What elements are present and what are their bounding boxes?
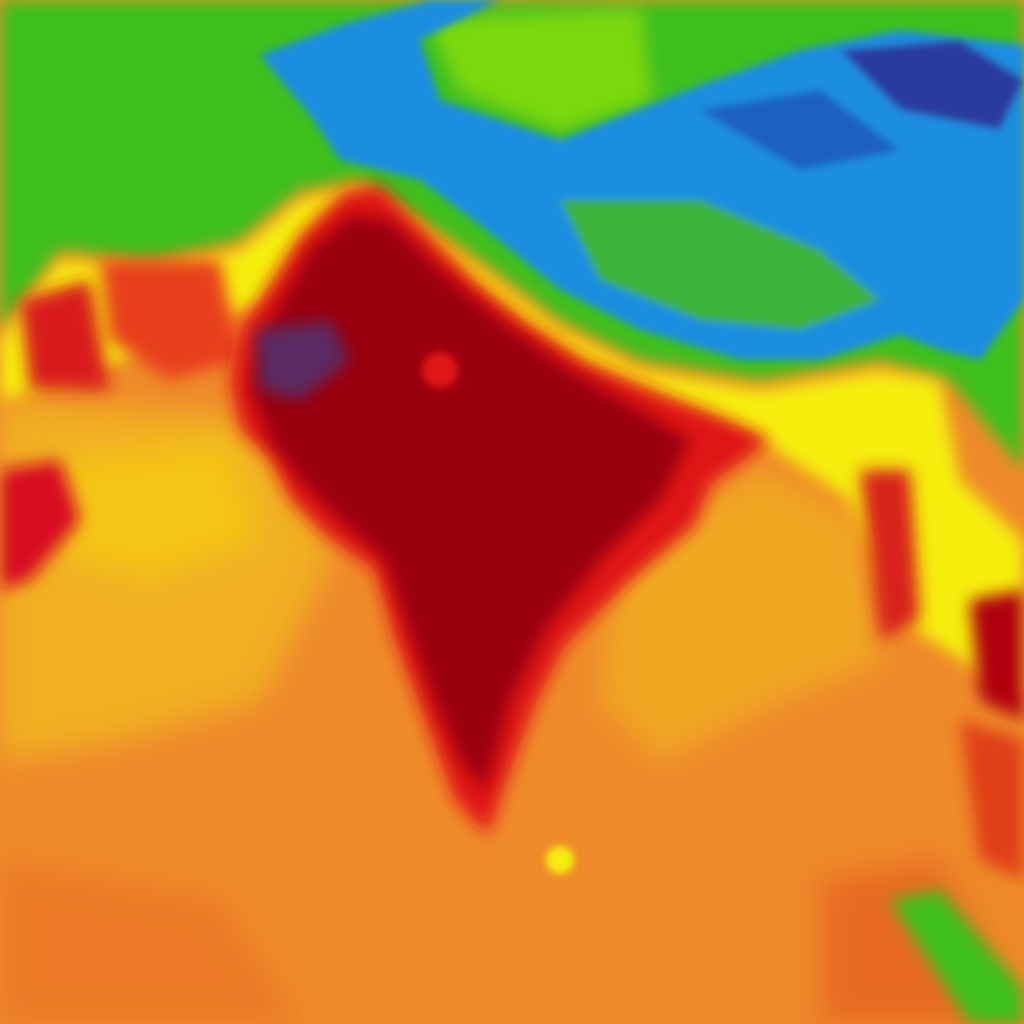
himalayan-transition — [0, 185, 1024, 700]
ocean-variations — [0, 400, 1024, 1024]
southeast-asia-heat — [860, 470, 1024, 1024]
iran-heat — [0, 260, 240, 590]
sri-lanka-spot — [546, 846, 574, 874]
tibetan-plateau — [260, 0, 1024, 360]
india-subcontinent — [230, 185, 770, 835]
